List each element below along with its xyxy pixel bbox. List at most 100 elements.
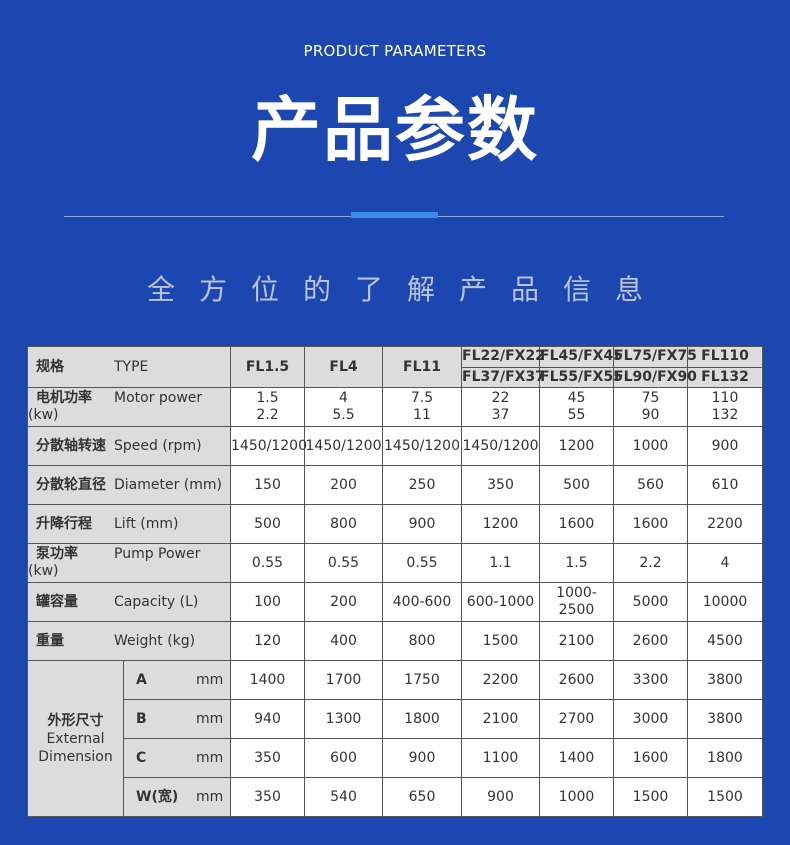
table-row: 分散轴转速 Speed (rpm) 1450/1200 1450/1200 1450/1… <box>27 426 763 466</box>
key: B <box>136 710 147 727</box>
table-cell: 500 <box>539 465 614 505</box>
label-en: Capacity (L) <box>114 593 199 610</box>
value: 250 <box>408 476 436 493</box>
value: 0.55 <box>251 554 284 571</box>
table-cell: 3000 <box>613 699 688 739</box>
table-cell: 4 5.5 <box>304 387 383 427</box>
value: 940 <box>254 710 281 727</box>
model-header: FL22/FX22 <box>461 346 545 368</box>
model-header: FL45/FX45 <box>539 346 623 368</box>
table-cell: 4500 <box>687 621 763 661</box>
table-cell: 1200 <box>461 504 540 544</box>
type-label-en: TYPE <box>114 358 149 375</box>
label-cn: 升降行程 <box>36 515 92 532</box>
model-name: FL37/FX37 <box>462 368 545 385</box>
dimension-label: 外形尺寸 External Dimension <box>27 660 124 817</box>
value: 610 <box>711 476 739 493</box>
value: 900 <box>711 437 739 454</box>
label-en: Dimension <box>38 748 113 765</box>
value: 2200 <box>707 515 743 532</box>
value: 0.55 <box>327 554 360 571</box>
value: 3000 <box>632 710 669 727</box>
value: 90 <box>641 407 660 423</box>
value: 1600 <box>558 515 595 532</box>
dimension-key: W(宽) mm <box>123 777 231 817</box>
value: 120 <box>254 632 281 649</box>
value: 1.5 <box>256 390 279 406</box>
value: 2.2 <box>256 407 279 423</box>
table-cell: 1450/1200 <box>382 426 462 466</box>
table-cell: 110 132 <box>687 387 763 427</box>
value: 1100 <box>482 749 519 766</box>
value: 500 <box>254 515 281 532</box>
table-row: 升降行程 Lift (mm) 500 800 900 1200 1600 1600 2200 <box>27 504 763 544</box>
value: 900 <box>487 788 514 805</box>
value: 150 <box>254 476 281 493</box>
table-cell: 45 55 <box>539 387 614 427</box>
value: 1000 <box>632 437 669 454</box>
value: 3800 <box>707 671 743 688</box>
value: 1500 <box>482 632 519 649</box>
value: 2100 <box>558 632 595 649</box>
en-title: PRODUCT PARAMETERS <box>303 42 487 60</box>
table-cell: 200 <box>304 465 383 505</box>
value: 1450/1200 <box>305 437 382 454</box>
label-cn: 分散轮直径 <box>36 476 106 493</box>
table-row: 罐容量 Capacity (L) 100 200 400-600 600-1000 1000… <box>27 582 763 622</box>
value: 1450/1200 <box>384 437 460 454</box>
table-cell: 940 <box>230 699 305 739</box>
table-cell: 350 <box>230 738 305 778</box>
value: 900 <box>408 749 436 766</box>
label-cn: 泵功率 <box>36 546 78 562</box>
model-name: FL4 <box>329 358 358 375</box>
table-cell: 1.5 2.2 <box>230 387 305 427</box>
value: 2.2 <box>639 554 662 571</box>
table-cell: 540 <box>304 777 383 817</box>
model-name: FL90/FX90 <box>614 368 697 385</box>
value: 1600 <box>632 515 669 532</box>
table-row: 泵功率 Pump Power (kw) 0.55 0.55 0.55 1.1 1.5 2.2 4 <box>27 543 763 583</box>
value: 1700 <box>325 671 362 688</box>
table-row: 电机功率 Motor power (kw) 1.5 2.2 4 5.5 7.5 11 22 37 4… <box>27 387 763 427</box>
model-header: FL55/FX55 <box>539 366 623 388</box>
table-cell: 560 <box>613 465 688 505</box>
value: 800 <box>330 515 357 532</box>
value: 1.5 <box>565 554 588 571</box>
value: 1750 <box>404 671 440 688</box>
table-cell: 1600 <box>613 504 688 544</box>
table-cell: 400-600 <box>382 582 462 622</box>
model-header: FL75/FX75 <box>613 346 697 368</box>
label-en: Diameter (mm) <box>114 476 223 493</box>
table-cell: 2.2 <box>613 543 688 583</box>
table-cell: 0.55 <box>230 543 305 583</box>
model-name: FL75/FX75 <box>614 348 697 365</box>
unit: mm <box>196 671 224 688</box>
value: 4500 <box>707 632 743 649</box>
table-cell: 1300 <box>304 699 383 739</box>
table-cell: 1450/1200 <box>304 426 383 466</box>
table-cell: 1800 <box>382 699 462 739</box>
value: 3800 <box>707 710 743 727</box>
value: 2100 <box>482 710 519 727</box>
model-name: FL132 <box>701 368 749 385</box>
table-cell: 900 <box>687 426 763 466</box>
value: 200 <box>330 593 357 610</box>
value: 1000 <box>558 788 595 805</box>
row-label: 罐容量 Capacity (L) <box>27 582 231 622</box>
value: 132 <box>711 407 739 423</box>
value: 1200 <box>558 437 595 454</box>
table-cell: 0.55 <box>304 543 383 583</box>
row-label: 分散轮直径 Diameter (mm) <box>27 465 231 505</box>
value: 900 <box>408 515 436 532</box>
row-label: 分散轴转速 Speed (rpm) <box>27 426 231 466</box>
table-cell: 22 37 <box>461 387 540 427</box>
value: 400-600 <box>392 593 452 610</box>
model-name: FL55/FX55 <box>540 368 623 385</box>
table-cell: 500 <box>230 504 305 544</box>
table-cell: 1.1 <box>461 543 540 583</box>
table-cell: 900 <box>382 504 462 544</box>
table-cell: 1100 <box>461 738 540 778</box>
parameters-table: 规格 TYPE FL1.5 FL4 FL11 FL22/FX22 FL45/FX45 FL75… <box>27 346 763 817</box>
model-name: FL11 <box>403 358 441 375</box>
